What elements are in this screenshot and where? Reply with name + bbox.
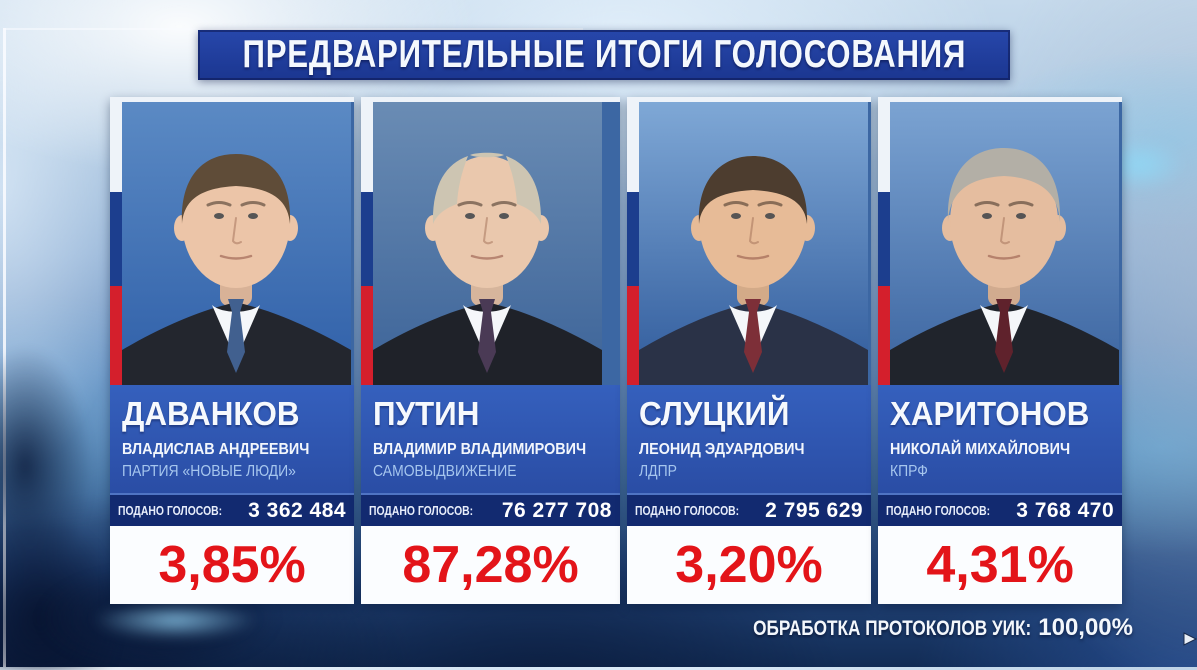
flag-white-band bbox=[626, 102, 639, 192]
russian-flag-stripe bbox=[626, 102, 639, 385]
candidate-info-panel: ХАРИТОНОВ НИКОЛАЙ МИХАЙЛОВИЧ КПРФ bbox=[878, 385, 1123, 493]
candidate-name-patronymic: НИКОЛАЙ МИХАЙЛОВИЧ bbox=[890, 440, 1071, 458]
percent-box: 3,20% bbox=[626, 526, 872, 604]
votes-value: 3 768 470 bbox=[1016, 498, 1115, 522]
flag-red-band bbox=[110, 286, 122, 385]
candidate-name-patronymic: ЛЕОНИД ЭДУАРДОВИЧ bbox=[638, 440, 805, 458]
portrait-image bbox=[373, 102, 603, 385]
portrait-image bbox=[890, 102, 1120, 385]
flag-blue-band bbox=[110, 192, 122, 286]
candidate-card-slutsky: СЛУЦКИЙ ЛЕОНИД ЭДУАРДОВИЧ ЛДПР ПОДАНО ГО… bbox=[626, 97, 872, 604]
flag-blue-band bbox=[361, 192, 374, 286]
flag-white-band bbox=[878, 102, 891, 192]
protocols-status-label: ОБРАБОТКА ПРОТОКОЛОВ УИК: bbox=[753, 617, 1032, 640]
candidate-surname: ХАРИТОНОВ bbox=[890, 395, 1090, 432]
percent-value: 3,20% bbox=[675, 536, 823, 594]
votes-bar: ПОДАНО ГОЛОСОВ: 76 277 708 bbox=[361, 493, 620, 526]
percent-box: 87,28% bbox=[361, 526, 620, 604]
candidate-party: ЛДПР bbox=[638, 462, 677, 480]
candidate-surname: ПУТИН bbox=[373, 395, 480, 432]
mouse-cursor bbox=[1183, 632, 1197, 646]
candidate-surname: СЛУЦКИЙ bbox=[638, 395, 790, 432]
candidate-card-putin: ПУТИН ВЛАДИМИР ВЛАДИМИРОВИЧ САМОВЫДВИЖЕН… bbox=[361, 97, 620, 604]
flag-white-band bbox=[361, 102, 374, 192]
candidate-party: ПАРТИЯ «НОВЫЕ ЛЮДИ» bbox=[122, 462, 296, 480]
protocols-status-value: 100,00% bbox=[1038, 614, 1133, 641]
flag-white-band bbox=[110, 102, 122, 192]
candidate-photo bbox=[626, 97, 872, 385]
percent-value: 3,85% bbox=[158, 536, 306, 594]
candidate-info-panel: ПУТИН ВЛАДИМИР ВЛАДИМИРОВИЧ САМОВЫДВИЖЕН… bbox=[361, 385, 620, 493]
candidates-row: ДАВАНКОВ ВЛАДИСЛАВ АНДРЕЕВИЧ ПАРТИЯ «НОВ… bbox=[110, 97, 1123, 604]
votes-label: ПОДАНО ГОЛОСОВ: bbox=[886, 503, 991, 518]
votes-bar: ПОДАНО ГОЛОСОВ: 2 795 629 bbox=[626, 493, 872, 526]
candidate-name-patronymic: ВЛАДИМИР ВЛАДИМИРОВИЧ bbox=[373, 440, 587, 458]
flag-red-band bbox=[626, 286, 639, 385]
candidate-photo bbox=[110, 97, 355, 385]
percent-box: 4,31% bbox=[878, 526, 1123, 604]
votes-label: ПОДАНО ГОЛОСОВ: bbox=[369, 503, 474, 518]
candidate-photo bbox=[878, 97, 1123, 385]
candidate-card-davankov: ДАВАНКОВ ВЛАДИСЛАВ АНДРЕЕВИЧ ПАРТИЯ «НОВ… bbox=[110, 97, 355, 604]
candidate-party: КПРФ bbox=[890, 462, 928, 480]
portrait-image bbox=[122, 102, 351, 385]
russian-flag-stripe bbox=[361, 102, 374, 385]
portrait-image bbox=[638, 102, 868, 385]
votes-bar: ПОДАНО ГОЛОСОВ: 3 768 470 bbox=[878, 493, 1123, 526]
candidate-name-patronymic: ВЛАДИСЛАВ АНДРЕЕВИЧ bbox=[122, 440, 310, 458]
frame-top-edge bbox=[3, 28, 583, 30]
candidate-info-panel: ДАВАНКОВ ВЛАДИСЛАВ АНДРЕЕВИЧ ПАРТИЯ «НОВ… bbox=[110, 385, 355, 493]
protocols-status: ОБРАБОТКА ПРОТОКОЛОВ УИК: 100,00% bbox=[692, 614, 1133, 642]
flag-red-band bbox=[361, 286, 374, 385]
page-title: ПРЕДВАРИТЕЛЬНЫЕ ИТОГИ ГОЛОСОВАНИЯ bbox=[242, 33, 966, 76]
votes-value: 2 795 629 bbox=[765, 498, 864, 522]
votes-value: 76 277 708 bbox=[501, 498, 612, 522]
candidate-photo bbox=[361, 97, 620, 385]
candidate-card-kharitonov: ХАРИТОНОВ НИКОЛАЙ МИХАЙЛОВИЧ КПРФ ПОДАНО… bbox=[878, 97, 1123, 604]
russian-flag-stripe bbox=[878, 102, 891, 385]
flag-blue-band bbox=[878, 192, 891, 286]
votes-value: 3 362 484 bbox=[248, 498, 347, 522]
flag-red-band bbox=[878, 286, 891, 385]
votes-bar: ПОДАНО ГОЛОСОВ: 3 362 484 bbox=[110, 493, 355, 526]
russian-flag-stripe bbox=[110, 102, 122, 385]
flag-blue-band bbox=[626, 192, 639, 286]
percent-box: 3,85% bbox=[110, 526, 355, 604]
candidate-info-panel: СЛУЦКИЙ ЛЕОНИД ЭДУАРДОВИЧ ЛДПР bbox=[626, 385, 872, 493]
percent-value: 87,28% bbox=[402, 536, 579, 594]
candidate-surname: ДАВАНКОВ bbox=[122, 395, 300, 432]
votes-label: ПОДАНО ГОЛОСОВ: bbox=[118, 503, 223, 518]
votes-label: ПОДАНО ГОЛОСОВ: bbox=[634, 503, 740, 518]
percent-value: 4,31% bbox=[926, 536, 1074, 594]
candidate-party: САМОВЫДВИЖЕНИЕ bbox=[373, 462, 517, 480]
title-banner: ПРЕДВАРИТЕЛЬНЫЕ ИТОГИ ГОЛОСОВАНИЯ bbox=[198, 30, 1010, 80]
